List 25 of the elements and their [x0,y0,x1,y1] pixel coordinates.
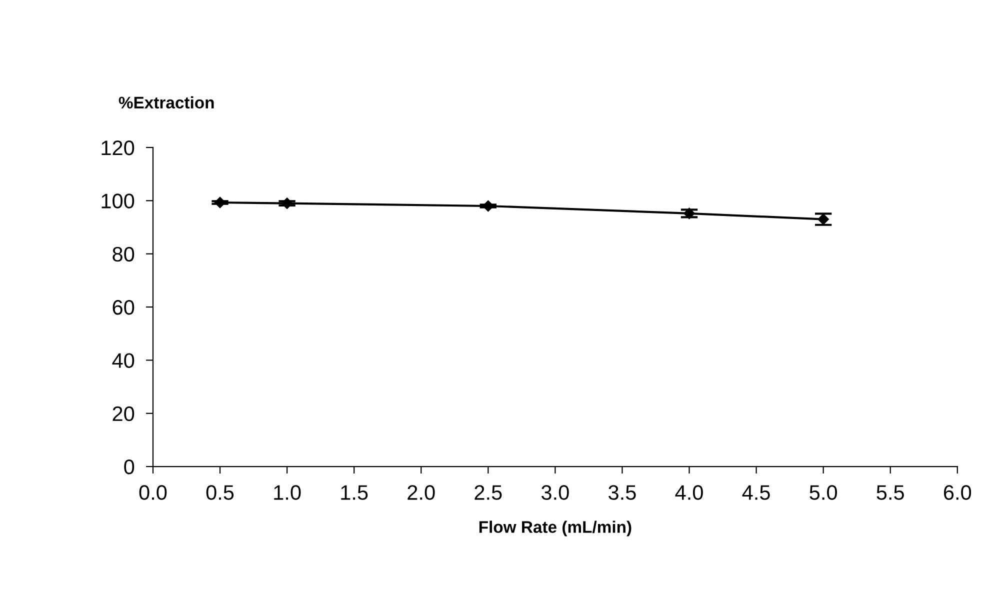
y-tick-label: 100 [102,194,134,208]
y-tick-label: 40 [112,353,134,368]
x-tick-label: 3.0 [542,485,569,500]
x-tick-label: 5.5 [876,485,904,500]
x-tick-label: 3.5 [608,485,636,500]
x-tick-label: 2.0 [408,485,435,500]
x-tick-label: 6.0 [944,485,972,500]
y-tick-label: 120 [102,140,134,156]
x-tick-label: 5.0 [810,485,837,500]
x-tick-label: 4.5 [742,485,770,500]
y-tick-label: 80 [112,246,134,262]
x-tick-label: 0.0 [139,485,167,500]
point [818,214,829,225]
x-tick-label: 0.5 [206,485,234,500]
y-tick-label: 0 [124,460,134,474]
x-tick-label: 1.5 [341,485,368,500]
point [281,198,293,209]
y-tick-label: 60 [112,300,134,315]
x-tick-label: 2.5 [474,485,502,500]
y-tick-label: 20 [112,406,134,422]
point [684,208,695,220]
x-tick-label: 4.0 [675,485,703,500]
y-axis-title: %Extraction [118,96,214,109]
x-axis-title: Flow Rate (mL/min) [479,520,632,536]
x-tick-label: 1.0 [274,485,301,500]
